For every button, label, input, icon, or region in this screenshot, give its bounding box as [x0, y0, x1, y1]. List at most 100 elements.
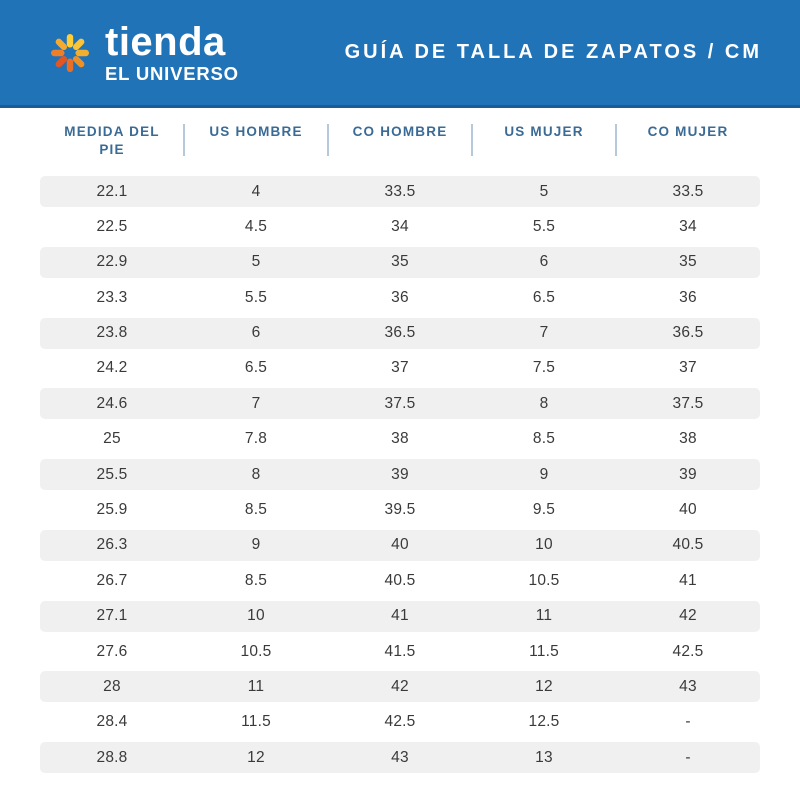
table-cell: 36.5	[384, 324, 416, 342]
table-cell: 37	[391, 359, 409, 377]
column-header-label: CO MUJER	[647, 124, 729, 139]
table-row: 26.3 9 40 10 40.5	[40, 529, 760, 561]
table-cell: 9	[539, 465, 549, 483]
table-cell: 8	[539, 394, 549, 412]
table-cell: 34	[391, 217, 409, 235]
table-row: 27.6 10.5 41.5 11.5 42.5	[40, 636, 760, 667]
table-cell: 42	[679, 607, 697, 625]
table-cell: 12	[247, 748, 265, 766]
table-cell: 37	[679, 359, 697, 377]
table-row: 22.1 4 33.5 5 33.5	[40, 176, 760, 207]
column-header-label: US HOMBRE	[209, 124, 303, 139]
column-divider	[183, 124, 185, 156]
table-cell: 28.4	[96, 713, 128, 731]
table-cell: 8.5	[532, 430, 556, 448]
table-cell: 41	[679, 571, 697, 589]
brand-text: tienda EL UNIVERSO	[105, 22, 239, 84]
table-cell: 10	[247, 607, 265, 625]
table-cell: 22.5	[96, 217, 128, 235]
column-header-label: US MUJER	[504, 124, 584, 139]
table-cell: 12.5	[528, 713, 560, 731]
table-cell: 10	[535, 536, 553, 554]
table-cell: 10.5	[240, 642, 272, 660]
brand-logo: tienda EL UNIVERSO	[48, 22, 239, 84]
table-cell: 34	[679, 217, 697, 235]
page-title: GUÍA DE TALLA DE ZAPATOS / CM	[344, 41, 762, 63]
table-cell: 22.1	[96, 182, 128, 200]
table-row: 28.8 12 43 13 -	[40, 742, 760, 774]
table-row: 22.9 5 35 6 35	[40, 246, 760, 278]
table-row: 25.9 8.5 39.5 9.5 40	[40, 495, 760, 526]
table-cell: 10.5	[528, 571, 560, 589]
table-cell: 7.5	[532, 359, 556, 377]
table-cell: 38	[679, 430, 697, 448]
table-cell: 8	[251, 465, 261, 483]
column-divider	[471, 124, 473, 156]
table-cell: 43	[679, 677, 697, 695]
table-cell: 39	[391, 465, 409, 483]
table-row: 25.5 8 39 9 39	[40, 459, 760, 491]
table-cell: 40.5	[384, 571, 416, 589]
brand-name: tienda	[105, 19, 226, 64]
header-banner: tienda EL UNIVERSO GUÍA DE TALLA DE ZAPA…	[0, 0, 800, 108]
table-row: 27.1 10 41 11 42	[40, 600, 760, 632]
table-cell: 6.5	[244, 359, 268, 377]
table-cell: 4	[251, 182, 261, 200]
table-cell: 26.3	[96, 536, 128, 554]
size-table: 22.1 4 33.5 5 33.5 22.5 4.5 34 5.5 34 22.9 5 35 6 35 23…	[40, 176, 760, 774]
table-cell: 40.5	[672, 536, 704, 554]
column-header-co-mujer: CO MUJER	[616, 123, 760, 176]
table-row: 25 7.8 38 8.5 38	[40, 424, 760, 455]
table-cell: 25.9	[96, 501, 128, 519]
table-header-row: MEDIDA DEL PIE US HOMBRE CO HOMBRE US MUJER…	[40, 108, 760, 176]
table-cell: 7	[251, 394, 261, 412]
table-row: 24.6 7 37.5 8 37.5	[40, 388, 760, 420]
table-cell: 5	[251, 253, 261, 271]
brand-subtitle: EL UNIVERSO	[105, 62, 239, 84]
table-cell: 12	[535, 677, 553, 695]
column-divider	[327, 124, 329, 156]
table-cell: 6.5	[532, 288, 556, 306]
table-cell: 36	[679, 288, 697, 306]
table-cell: 35	[679, 253, 697, 271]
table-cell: 43	[391, 748, 409, 766]
table-cell: 25.5	[96, 465, 128, 483]
column-header-label: MEDIDA DEL PIE	[64, 124, 160, 158]
column-divider	[615, 124, 617, 156]
table-cell: 9.5	[532, 501, 556, 519]
table-row: 24.2 6.5 37 7.5 37	[40, 353, 760, 384]
table-row: 23.3 5.5 36 6.5 36	[40, 282, 760, 313]
table-cell: 42	[391, 677, 409, 695]
table-cell: 36	[391, 288, 409, 306]
table-cell: 41.5	[384, 642, 416, 660]
table-cell: -	[685, 748, 691, 766]
table-cell: 7.8	[244, 430, 268, 448]
table-cell: 28	[103, 677, 121, 695]
table-cell: 36.5	[672, 324, 704, 342]
table-cell: 4.5	[244, 217, 268, 235]
column-header-us-mujer: US MUJER	[472, 123, 617, 176]
table-cell: -	[685, 713, 691, 731]
column-header-co-hombre: CO HOMBRE	[328, 123, 473, 176]
table-cell: 37.5	[672, 394, 704, 412]
table-cell: 23.3	[96, 288, 128, 306]
column-header-medida-del-pie: MEDIDA DEL PIE	[40, 123, 185, 176]
table-cell: 33.5	[672, 182, 704, 200]
table-cell: 11	[535, 607, 553, 625]
table-cell: 5.5	[532, 217, 556, 235]
table-cell: 7	[539, 324, 549, 342]
table-cell: 8.5	[244, 571, 268, 589]
table-cell: 37.5	[384, 394, 416, 412]
table-cell: 35	[391, 253, 409, 271]
table-cell: 5.5	[244, 288, 268, 306]
column-header-label: CO HOMBRE	[352, 124, 448, 139]
table-cell: 41	[391, 607, 409, 625]
table-cell: 6	[539, 253, 549, 271]
table-cell: 42.5	[672, 642, 704, 660]
table-cell: 11	[247, 677, 265, 695]
table-row: 28.4 11.5 42.5 12.5 -	[40, 707, 760, 738]
table-cell: 24.2	[96, 359, 128, 377]
table-cell: 6	[251, 324, 261, 342]
table-cell: 28.8	[96, 748, 128, 766]
table-row: 26.7 8.5 40.5 10.5 41	[40, 565, 760, 596]
